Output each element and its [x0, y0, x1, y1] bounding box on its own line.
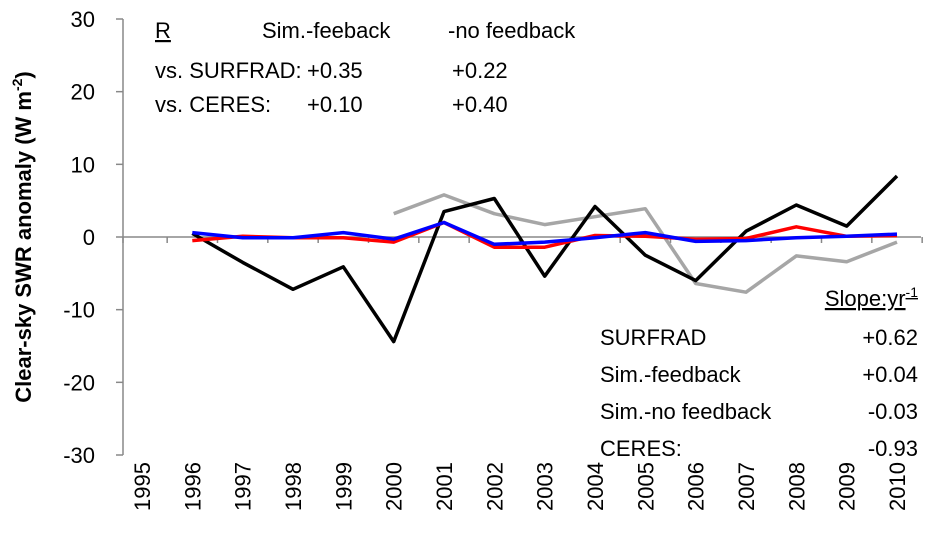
legend-label: SURFRAD [600, 325, 706, 350]
x-tick-label: 1996 [180, 462, 205, 511]
x-tick-label: 1995 [130, 462, 155, 511]
r-table-cell: +0.40 [452, 92, 508, 117]
legend-slope: +0.04 [862, 362, 918, 387]
slope-header-text: Slope:yr [825, 286, 906, 311]
legend-slope: -0.03 [868, 399, 918, 424]
x-tick-label: 2009 [835, 462, 860, 511]
legend-slope: +0.62 [862, 325, 918, 350]
x-tick-label: 2005 [633, 462, 658, 511]
slope-header-sup: -1 [906, 284, 919, 300]
y-tick-label: 30 [71, 7, 95, 32]
y-tick-label: 10 [71, 152, 95, 177]
legend-slope: -0.93 [868, 436, 918, 461]
legend-label: Sim.-feedback [600, 362, 742, 387]
slope-header: Slope:yr-1 [825, 284, 918, 311]
x-tick-label: 2004 [583, 462, 608, 511]
r-table-cell: +0.35 [307, 58, 363, 83]
y-label-text: Clear-sky SWR anomaly (W m [11, 91, 36, 403]
y-label-end: ) [11, 71, 36, 78]
r-table-cell: vs. SURFRAD: [155, 58, 302, 83]
x-tick-label: 1997 [231, 462, 256, 511]
y-label-sup: -2 [9, 78, 25, 91]
x-tick-label: 1999 [331, 462, 356, 511]
x-tick-label: 2003 [533, 462, 558, 511]
legend-label: Sim.-no feedback [600, 399, 772, 424]
series-line [191, 174, 899, 344]
x-tick-label: 2002 [482, 462, 507, 511]
r-table-header: Sim.-feeback [262, 18, 391, 43]
r-table-cell: +0.22 [452, 58, 508, 83]
x-tick-label: 2010 [885, 462, 910, 511]
x-tick-label: 2008 [784, 462, 809, 511]
y-tick-label: 20 [71, 80, 95, 105]
series-line [192, 220, 898, 247]
r-table-cell: vs. CERES: [155, 92, 271, 117]
x-tick-label: 2006 [684, 462, 709, 511]
r-table-header: -no feedback [448, 18, 576, 43]
x-tick-label: 2000 [382, 462, 407, 511]
legend-label: CERES: [600, 436, 682, 461]
y-tick-label: 0 [83, 225, 95, 250]
r-table-cell: +0.10 [307, 92, 363, 117]
x-tick-label: 2007 [734, 462, 759, 511]
y-tick-label: -10 [63, 298, 95, 323]
series-line [393, 193, 898, 294]
x-tick-label: 2001 [432, 462, 457, 511]
y-axis-label: Clear-sky SWR anomaly (W m-2) [9, 71, 36, 403]
y-tick-label: -30 [63, 443, 95, 468]
y-tick-label: -20 [63, 370, 95, 395]
x-tick-label: 1998 [281, 462, 306, 511]
r-table-header: R [155, 18, 171, 43]
